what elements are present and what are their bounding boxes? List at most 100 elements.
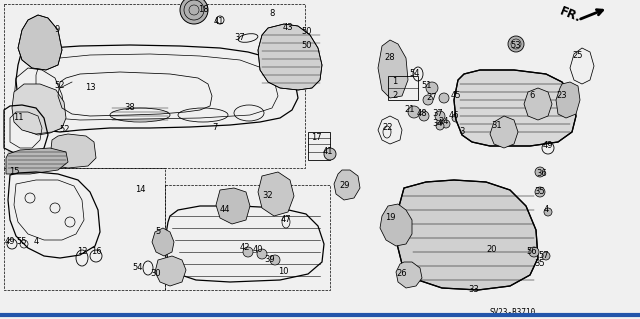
Text: 13: 13 [84,84,95,93]
Text: 37: 37 [433,109,444,118]
Text: 35: 35 [534,188,545,197]
Text: 26: 26 [397,270,407,278]
Text: 39: 39 [265,256,275,264]
Text: 49: 49 [543,142,553,151]
Text: 57: 57 [539,251,549,261]
Text: 27: 27 [427,93,437,102]
Text: 55: 55 [17,238,28,247]
Text: 33: 33 [468,286,479,294]
Text: 1: 1 [392,78,397,86]
Circle shape [439,93,449,103]
Text: 6: 6 [529,92,534,100]
Circle shape [270,255,280,265]
Polygon shape [334,170,360,200]
Polygon shape [490,116,518,148]
Text: 51: 51 [422,81,432,91]
Text: 19: 19 [385,213,396,222]
Text: 38: 38 [125,103,136,113]
Circle shape [535,167,545,177]
Text: 49: 49 [4,238,15,247]
Text: SV23-B3710: SV23-B3710 [490,308,536,317]
Polygon shape [556,82,580,118]
Text: 7: 7 [212,123,218,132]
Text: 34: 34 [433,120,444,129]
Text: 46: 46 [449,112,460,121]
Polygon shape [155,256,186,286]
Text: 45: 45 [451,92,461,100]
Text: 52: 52 [60,125,70,135]
Circle shape [180,0,208,24]
Circle shape [423,95,433,105]
Text: 4: 4 [543,205,548,214]
Text: 43: 43 [283,24,293,33]
Text: 42: 42 [240,243,250,253]
Text: 54: 54 [132,263,143,272]
Text: 5: 5 [156,227,161,236]
Text: 20: 20 [487,246,497,255]
Text: 4: 4 [33,238,38,247]
Text: 54: 54 [410,70,420,78]
Circle shape [452,114,460,122]
Polygon shape [50,134,96,168]
Circle shape [408,106,420,118]
Polygon shape [396,180,538,290]
Text: 47: 47 [281,216,291,225]
Text: 17: 17 [310,133,321,143]
Text: 14: 14 [135,186,145,195]
Circle shape [542,252,550,260]
Text: 32: 32 [262,190,273,199]
Text: 29: 29 [340,182,350,190]
Text: 50: 50 [301,27,312,36]
Circle shape [442,120,450,128]
Text: 15: 15 [9,167,19,176]
Text: 41: 41 [214,18,224,26]
Circle shape [426,82,438,94]
Text: 30: 30 [150,270,161,278]
Bar [308,132,330,160]
Text: 31: 31 [492,122,502,130]
Circle shape [508,36,524,52]
Text: 8: 8 [269,10,275,19]
Circle shape [257,249,267,259]
Circle shape [419,111,429,121]
Polygon shape [12,84,66,134]
Text: FR.: FR. [558,5,583,25]
Text: 12: 12 [77,248,87,256]
Polygon shape [524,88,552,120]
Text: 40: 40 [253,246,263,255]
Polygon shape [258,172,294,216]
Text: 50: 50 [301,41,312,50]
Text: 18: 18 [198,5,208,14]
Text: 3: 3 [460,128,465,137]
Circle shape [324,148,336,160]
Text: 56: 56 [527,248,538,256]
Circle shape [435,111,445,121]
Text: 53: 53 [511,41,522,50]
Circle shape [529,247,539,257]
Polygon shape [454,70,576,146]
Text: 16: 16 [91,248,101,256]
Text: 28: 28 [385,54,396,63]
Circle shape [243,247,253,257]
Polygon shape [380,204,412,246]
Text: 24: 24 [439,117,449,127]
Polygon shape [152,228,174,256]
Text: 21: 21 [404,106,415,115]
Text: 11: 11 [13,114,23,122]
Bar [388,76,418,100]
Text: 23: 23 [557,92,567,100]
Polygon shape [216,188,250,224]
Polygon shape [258,24,322,90]
Circle shape [535,187,545,197]
Text: 22: 22 [383,123,393,132]
Text: 36: 36 [536,169,547,179]
Text: 35: 35 [534,259,545,269]
Text: 48: 48 [417,109,428,118]
Polygon shape [18,15,62,70]
Polygon shape [396,262,422,288]
Text: 2: 2 [392,91,397,100]
Circle shape [544,208,552,216]
Text: 25: 25 [573,51,583,61]
Text: 41: 41 [323,147,333,157]
Text: 44: 44 [220,205,230,214]
